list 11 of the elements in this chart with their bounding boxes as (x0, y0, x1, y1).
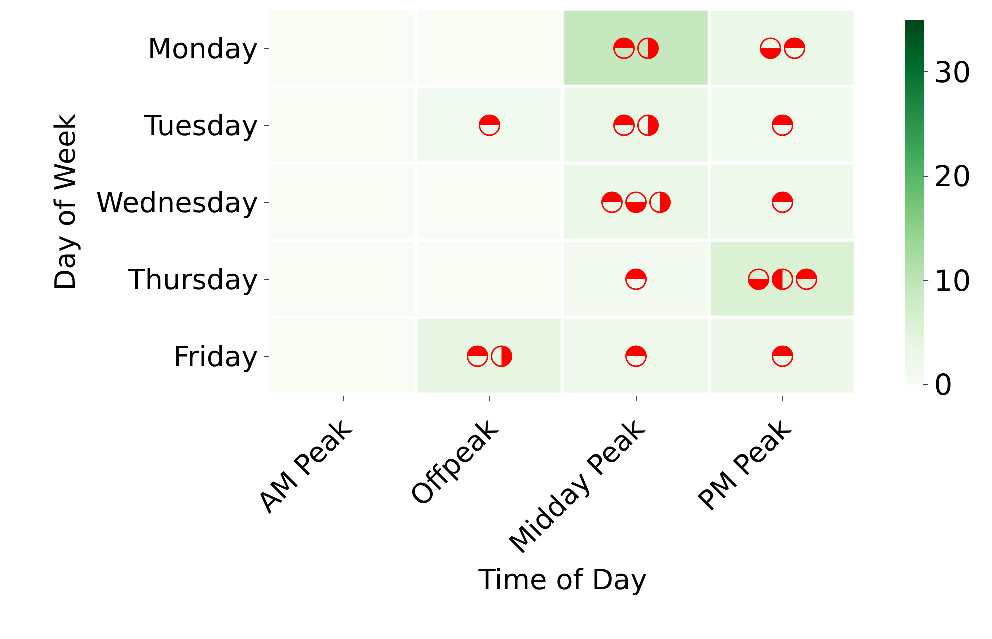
y-tick-label: Wednesday (96, 186, 258, 220)
y-tick-label: Tuesday (143, 109, 258, 142)
y-tick-label: Friday (174, 340, 258, 374)
color-bar-label: 20 (934, 160, 972, 194)
color-bar-label: 0 (934, 368, 953, 402)
y-tick-label: Thursday (127, 263, 258, 296)
color-bar-label: 30 (934, 55, 972, 90)
y-tick-label: Monday (148, 32, 258, 66)
y-axis-title: Day of Week (48, 113, 82, 291)
x-axis-title: Time of Day (478, 563, 648, 596)
color-bar-label: 10 (934, 264, 972, 298)
